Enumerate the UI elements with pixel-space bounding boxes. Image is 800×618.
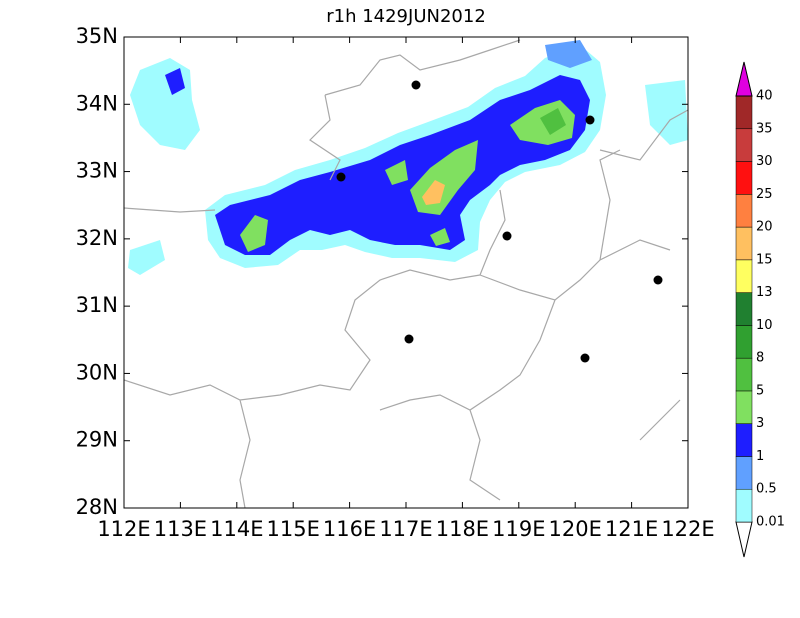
x-tick-label: 122E: [661, 517, 714, 541]
colorbar-label: 13: [756, 285, 773, 300]
colorbar-label: 0.5: [756, 482, 777, 497]
x-tick-label: 115E: [267, 517, 320, 541]
x-tick-label: 112E: [97, 517, 150, 541]
y-tick-label: 29N: [76, 428, 118, 452]
precipitation: [128, 40, 688, 275]
map-title: r1h 1429JUN2012: [326, 6, 486, 27]
city-markers: [336, 80, 663, 363]
colorbar-label: 8: [756, 351, 764, 366]
colorbar-label: 5: [756, 383, 764, 398]
x-tick-label: 117E: [379, 517, 432, 541]
colorbar-segment: [735, 292, 753, 326]
colorbar-segment: [735, 95, 753, 130]
y-tick-label: 33N: [76, 159, 118, 183]
colorbar-label: 15: [756, 252, 773, 267]
colorbar-label: 40: [756, 89, 773, 104]
colorbar-segment: [735, 357, 753, 392]
y-tick-label: 35N: [76, 24, 118, 48]
x-tick-label: 121E: [605, 517, 658, 541]
y-tick-label: 31N: [76, 293, 118, 317]
x-tick-label: 119E: [492, 517, 545, 541]
colorbar-over: [735, 61, 753, 97]
colorbar-segment: [735, 194, 753, 228]
colorbar-label: 1: [756, 449, 764, 464]
colorbar-segment: [735, 259, 753, 293]
x-tick-label: 118E: [436, 517, 489, 541]
y-tick-label: 28N: [76, 495, 118, 519]
colorbar-label: 25: [756, 187, 773, 202]
colorbar-label: 30: [756, 154, 773, 169]
colorbar-segment: [735, 128, 753, 162]
colorbar-segment: [735, 456, 753, 490]
y-tick-label: 34N: [76, 91, 118, 115]
colorbar-segment: [735, 488, 753, 523]
colorbar-label: 10: [756, 318, 773, 333]
x-tick-label: 120E: [549, 517, 602, 541]
y-tick-label: 30N: [76, 360, 118, 384]
colorbar-label: 0.01: [756, 515, 785, 530]
boundaries: [123, 39, 689, 509]
x-tick-label: 116E: [323, 517, 376, 541]
colorbar-label: 3: [756, 416, 764, 431]
colorbar-segment: [735, 423, 753, 457]
colorbar-segment: [735, 325, 753, 359]
x-tick-label: 113E: [154, 517, 207, 541]
colorbar-label: 20: [756, 220, 773, 235]
colorbar-segment: [735, 226, 753, 261]
colorbar-under: [735, 521, 753, 558]
y-tick-label: 32N: [76, 226, 118, 250]
colorbar-label: 35: [756, 121, 773, 136]
colorbar-segment: [735, 390, 753, 424]
colorbar-segment: [735, 161, 753, 195]
x-tick-label: 114E: [210, 517, 263, 541]
